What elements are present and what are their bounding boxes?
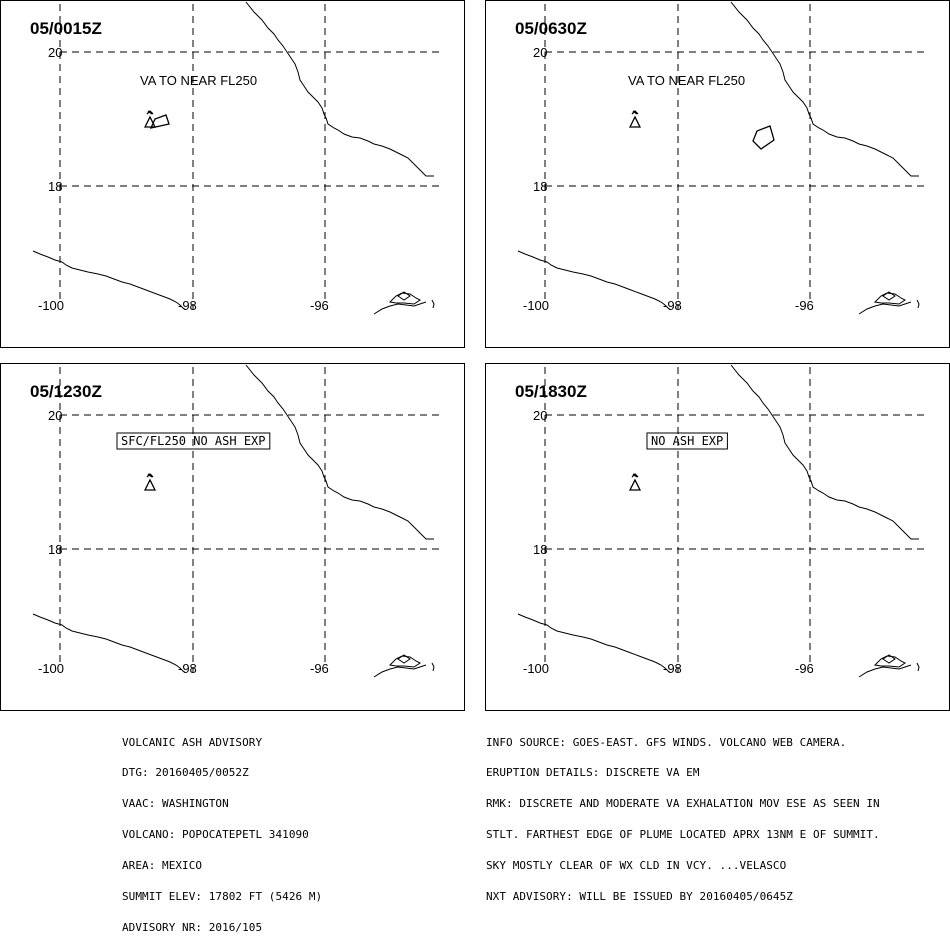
advisory-line: AREA: MEXICO [122, 859, 203, 873]
latitude-label: 20 [48, 45, 62, 60]
volcano-icon [143, 473, 157, 491]
remark-line: NXT ADVISORY: WILL BE ISSUED BY 20160405… [486, 890, 793, 904]
longitude-label: -96 [795, 298, 814, 313]
advisory-line: VOLCANO: POPOCATEPETL 341090 [122, 828, 309, 842]
volcano-icon [143, 110, 157, 128]
longitude-label: -100 [523, 661, 549, 676]
map-panel-2: 05/0630Z 20 18 -100 -98 -96 VA TO NEAR FL250 [485, 0, 950, 348]
map-canvas: 05/0015Z 20 18 -100 -98 -96 VA TO NEAR FL250 [0, 0, 465, 348]
longitude-label: -96 [310, 298, 329, 313]
advisory-line: ADVISORY NR: 2016/105 [122, 920, 263, 934]
volcano-icon [628, 473, 642, 491]
remark-line: STLT. FARTHEST EDGE OF PLUME LOCATED APR… [486, 828, 880, 842]
ash-forecast-box [646, 432, 728, 450]
latitude-label: 18 [48, 179, 62, 194]
longitude-label: -98 [663, 661, 682, 676]
map-panel-3: 05/1230Z 20 18 -100 -98 -96 SFC/FL250 NO ASH E… [0, 363, 465, 711]
panel-frame [0, 0, 465, 348]
flight-level-label: VA TO NEAR FL250 [628, 73, 745, 88]
latitude-label: 20 [533, 45, 547, 60]
lat-lon-grid [544, 367, 925, 673]
coastline [32, 1, 435, 315]
flight-level-label: VA TO NEAR FL250 [140, 73, 257, 88]
valid-time-label: 05/0630Z [515, 19, 587, 38]
latitude-label: 20 [533, 408, 547, 423]
advisory-line: SUMMIT ELEV: 17802 FT (5426 M) [122, 890, 323, 904]
remark-line: ERUPTION DETAILS: DISCRETE VA EM [486, 766, 700, 780]
longitude-label: -100 [38, 298, 64, 313]
coastline [517, 1, 920, 315]
remark-line: SKY MOSTLY CLEAR OF WX CLD IN VCY. ...VE… [486, 859, 787, 873]
valid-time-label: 05/1830Z [515, 382, 587, 401]
lat-lon-grid [59, 367, 440, 673]
longitude-label: -96 [795, 661, 814, 676]
lat-lon-grid [59, 4, 440, 310]
advisory-line: VAAC: WASHINGTON [122, 797, 229, 811]
map-canvas: 05/1230Z 20 18 -100 -98 -96 SFC/FL250 NO ASH E… [0, 363, 465, 711]
ash-cloud-polygon [149, 114, 170, 129]
longitude-label: -100 [38, 661, 64, 676]
map-panel-4: 05/1830Z 20 18 -100 -98 -96 NO ASH EXP [485, 363, 950, 711]
map-canvas: 05/1830Z 20 18 -100 -98 -96 NO ASH EXP [485, 363, 950, 711]
ash-forecast-box [116, 432, 271, 450]
advisory-line: VOLCANIC ASH ADVISORY [122, 735, 263, 749]
lat-lon-grid [544, 4, 925, 310]
remark-line: RMK: DISCRETE AND MODERATE VA EXHALATION… [486, 797, 880, 811]
panel-frame [485, 0, 950, 348]
coastline [32, 364, 435, 678]
longitude-label: -98 [178, 661, 197, 676]
ash-forecast-label: NO ASH EXP [651, 434, 723, 448]
advisory-remarks-block: INFO SOURCE: GOES-EAST. GFS WINDS. VOLCA… [486, 717, 880, 913]
latitude-label: 18 [533, 542, 547, 557]
ash-cloud-polygon [752, 125, 775, 150]
remark-line: INFO SOURCE: GOES-EAST. GFS WINDS. VOLCA… [486, 735, 847, 749]
longitude-label: -100 [523, 298, 549, 313]
map-panel-1: 05/0015Z 20 18 -100 -98 -96 VA TO NEAR FL250 [0, 0, 465, 348]
latitude-label: 18 [48, 542, 62, 557]
ash-forecast-label: SFC/FL250 NO ASH EXP [121, 434, 266, 448]
valid-time-label: 05/0015Z [30, 19, 102, 38]
advisory-header-block: VOLCANIC ASH ADVISORY DTG: 20160405/0052… [122, 717, 322, 944]
longitude-label: -98 [663, 298, 682, 313]
map-canvas: 05/0630Z 20 18 -100 -98 -96 VA TO NEAR FL250 [485, 0, 950, 348]
volcano-icon [628, 110, 642, 128]
panel-frame [0, 363, 465, 711]
valid-time-label: 05/1230Z [30, 382, 102, 401]
advisory-line: DTG: 20160405/0052Z [122, 766, 249, 780]
longitude-label: -98 [178, 298, 197, 313]
latitude-label: 18 [533, 179, 547, 194]
longitude-label: -96 [310, 661, 329, 676]
panel-frame [485, 363, 950, 711]
latitude-label: 20 [48, 408, 62, 423]
coastline [517, 364, 920, 678]
